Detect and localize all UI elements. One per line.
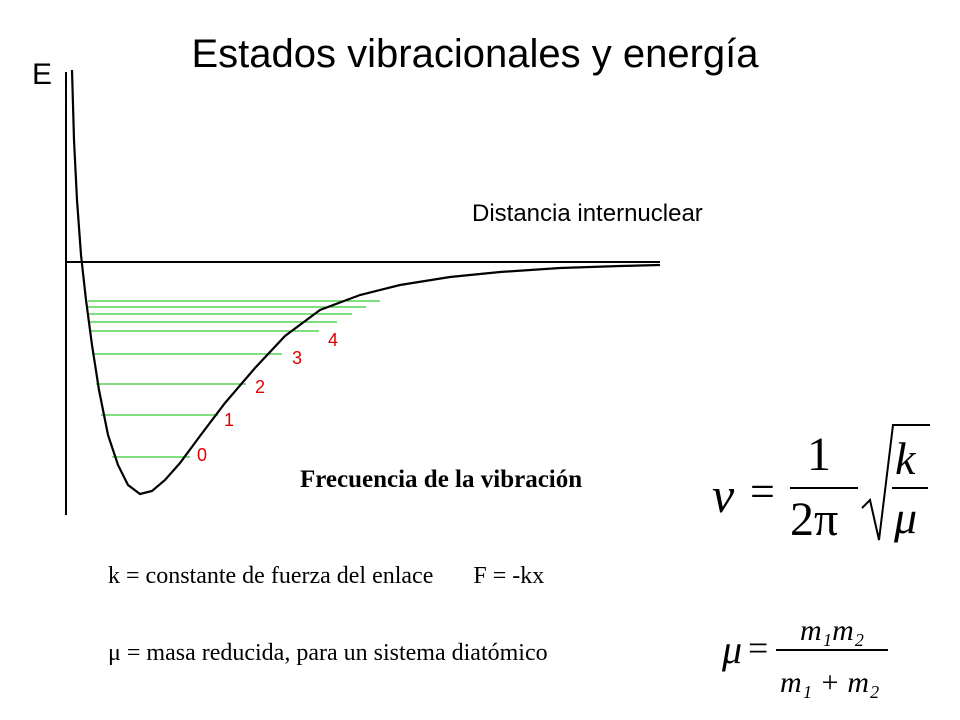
equals-sign-formula: = (748, 628, 768, 668)
reduced-mass-denominator: m₁ + m₂ (780, 666, 879, 699)
force-constant-line: k = constante de fuerza del enlace F = -k… (108, 563, 544, 590)
reduced-mass-numerator: m₁m₂ (800, 614, 864, 647)
vibrational-levels (88, 300, 380, 458)
energy-axis-label: E (32, 58, 53, 91)
potential-curve (70, 69, 661, 496)
distance-axis-label: Distancia internuclear (472, 200, 703, 227)
numerator-one: 1 (807, 428, 831, 481)
mu-symbol-formula: μ (721, 627, 742, 672)
level-1-label: 1 (224, 410, 235, 430)
level-0-label: 0 (197, 445, 208, 465)
equals-sign: = (750, 467, 775, 516)
level-4-label: 4 (328, 330, 339, 350)
level-3-label: 3 (292, 348, 303, 368)
sqrt-sign (861, 424, 930, 541)
reduced-mass-definition: μ = masa reducida, para un sistema diató… (108, 640, 548, 666)
force-constant-definition: k = constante de fuerza del enlace (108, 563, 434, 589)
frequency-label: Frecuencia de la vibración (300, 466, 583, 493)
denominator-two-pi: 2π (790, 493, 838, 546)
level-2-label: 2 (255, 377, 266, 397)
page-title: Estados vibracionales y energía (191, 32, 759, 76)
mu-symbol: μ (893, 492, 917, 543)
k-symbol: k (895, 433, 917, 484)
hooke-law: F = -kx (473, 563, 545, 589)
nu-symbol: ν (712, 467, 735, 523)
